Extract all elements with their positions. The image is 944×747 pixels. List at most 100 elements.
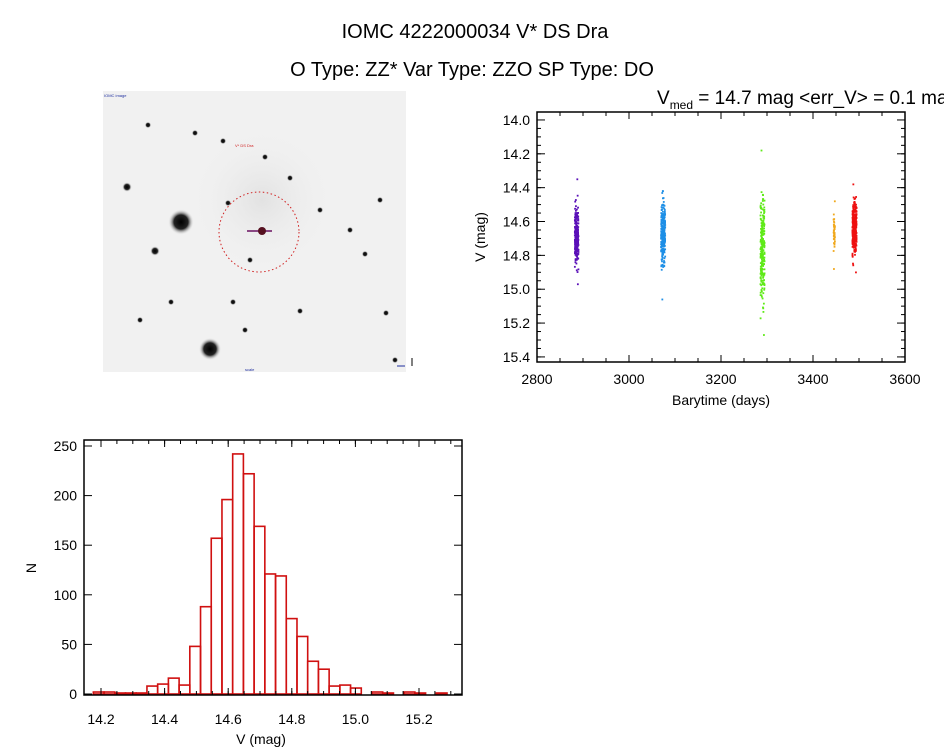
hist-bar [231,453,245,695]
lc-point-season-2 [663,243,665,246]
lc-point-season-5 [852,204,855,207]
lc-point-season-2 [662,253,664,256]
lc-point-season-3 [760,236,763,239]
lc-point-season-2 [660,249,663,252]
lc-point-season-5 [852,219,854,222]
hist-bar [435,692,448,695]
lc-point-season-3 [763,287,766,290]
lc-point-season-5 [853,202,856,205]
star [261,153,269,161]
lc-point-season-3 [762,215,765,218]
lc-point-season-5 [854,205,857,208]
lc-point-season-1 [575,240,578,243]
hist-bar [317,668,330,695]
star [167,298,175,306]
lc-point-season-1 [577,241,579,244]
lc-xlabel: Barytime (days) [672,392,770,408]
lc-point-season-3 [762,273,765,276]
lc-point-season-3 [761,241,763,244]
lc-point-season-1 [574,236,577,239]
hist-bar [328,685,341,695]
lc-point-season-3 [763,212,765,215]
lc-ytick-label: 15.2 [503,315,530,331]
lc-point-season-5 [854,219,857,222]
lc-point-season-3 [761,256,764,259]
lc-point-season-2 [660,224,663,226]
hist-ytick-label: 50 [61,636,77,652]
lc-point-season-5 [852,223,855,226]
lc-point-season-3 [763,225,766,228]
lc-point-season-3 [760,191,763,194]
lc-point-season-2 [660,223,663,225]
lc-point-season-3 [762,238,764,240]
lc-point-season-1 [576,194,579,197]
lc-point-season-2 [660,231,663,234]
lc-point-season-3 [763,246,766,249]
hist-plot-frame [83,439,463,696]
lc-point-season-3 [760,269,763,272]
lc-point-season-2 [660,264,663,267]
lc-point-season-3 [761,229,764,232]
lc-xtick-label: 2800 [521,371,552,387]
lc-point-season-5 [852,224,855,227]
hist-bar [306,660,320,695]
lc-point-season-1 [574,209,577,212]
lc-ylabel: V (mag) [472,212,488,262]
hist-xtick-label: 14.4 [151,711,178,727]
lc-point-season-1 [576,271,579,273]
lc-point-season-1 [574,248,576,250]
lc-point-season-1 [575,227,578,230]
lc-point-season-1 [577,244,580,246]
lc-point-season-1 [576,239,578,242]
lc-point-season-2 [662,201,665,203]
lc-point-season-2 [663,217,666,220]
lc-point-season-3 [763,223,766,226]
lc-point-season-3 [762,274,765,277]
lc-point-season-4 [833,240,836,243]
lc-point-season-5 [854,250,857,252]
lc-point-season-5 [852,244,855,247]
lc-point-season-5 [851,246,854,248]
lc-point-season-1 [574,234,577,237]
star [376,196,384,204]
lc-point-season-3 [759,248,762,251]
lc-point-season-5 [851,252,854,255]
lc-point-season-3 [761,259,764,262]
lc-point-season-1 [577,268,580,271]
image-label: IOMC image [104,93,127,98]
lc-point-season-3 [760,267,763,270]
lc-point-season-1 [575,234,578,237]
lc-point-season-5 [853,213,856,216]
title-line2: O Type: ZZ* Var Type: ZZO SP Type: DO [290,59,654,81]
lc-point-season-3 [762,219,765,222]
lc-point-season-3 [760,231,762,234]
lc-point-season-2 [663,210,666,213]
lc-point-season-3 [763,241,765,244]
light-curve-chart: Vmed = 14.7 mag <err_V> = 0.1 mag 2800 30… [472,88,944,408]
lc-point-season-2 [661,260,663,263]
lc-point-season-5 [852,244,855,246]
lc-point-season-3 [760,270,762,273]
hist-xlabel: V (mag) [236,731,286,747]
hist-bar [339,684,352,695]
hist-xtick-label: 14.6 [215,711,242,727]
lc-point-season-3 [759,238,762,241]
lc-point-season-5 [855,196,858,198]
lc-point-season-3 [760,295,763,298]
lc-point-season-1 [575,269,578,272]
lc-point-season-2 [662,204,665,207]
lc-point-season-3 [763,272,766,275]
lc-point-season-3 [763,334,765,336]
lc-point-season-2 [662,210,664,213]
lc-point-season-2 [663,240,666,243]
lc-point-season-3 [760,274,763,277]
lc-point-season-2 [664,255,667,258]
star [144,121,152,129]
lc-point-season-5 [853,200,856,203]
lc-point-season-5 [851,213,854,215]
lc-xtick-label: 3000 [613,371,644,387]
lc-point-season-5 [854,240,857,243]
lc-point-season-5 [852,232,855,235]
star [361,250,369,258]
lc-point-season-1 [575,229,578,232]
